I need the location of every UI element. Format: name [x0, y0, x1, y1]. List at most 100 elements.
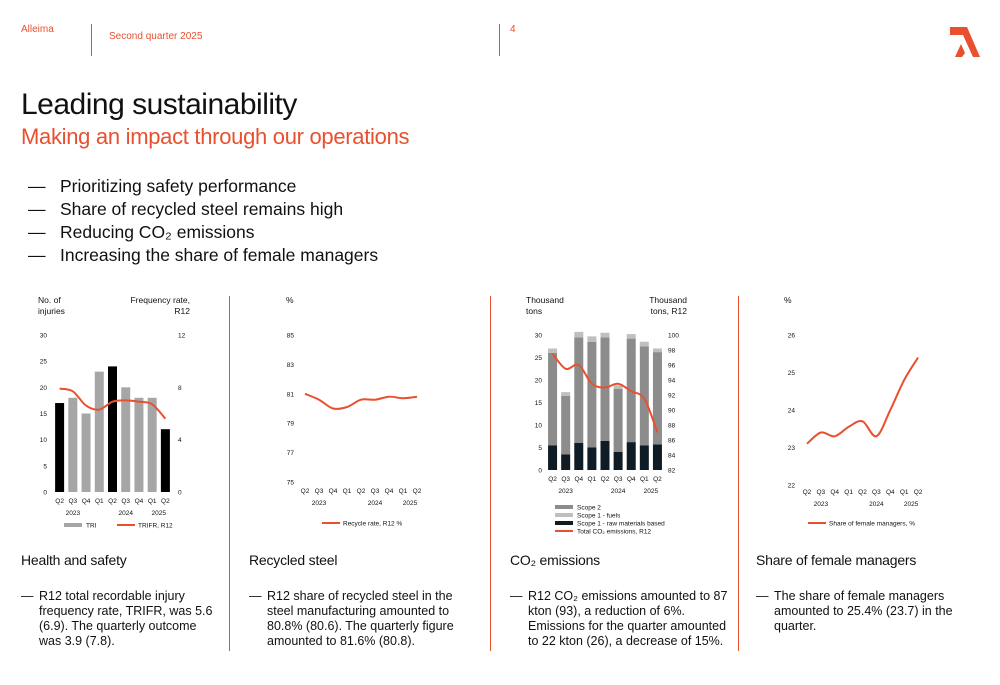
x-year-label: 2023 [558, 488, 573, 495]
x-tick-label: Q2 [55, 498, 64, 505]
y-axis-label: tons [526, 306, 542, 316]
bar-segment [574, 443, 584, 470]
bar [55, 403, 65, 492]
x-tick-label: Q1 [844, 489, 853, 496]
y-tick-label: 8 [178, 385, 182, 392]
x-year-label: 2024 [611, 488, 626, 495]
legend-label: TRIFR, R12 [138, 523, 173, 530]
x-tick-label: Q1 [640, 476, 649, 483]
x-tick-label: Q4 [329, 488, 338, 495]
bar [94, 371, 104, 492]
page-title: Leading sustainability [21, 88, 297, 121]
y-tick-label: 0 [178, 490, 182, 497]
y-tick-label: 20 [535, 378, 543, 385]
bar-segment [600, 440, 610, 470]
x-tick-label: Q3 [121, 498, 130, 505]
bar-segment [548, 348, 558, 353]
panel-divider [738, 296, 739, 651]
x-tick-label: Q2 [413, 488, 422, 495]
x-tick-label: Q1 [95, 498, 104, 505]
series-line [59, 387, 167, 420]
y-tick-label: 84 [668, 453, 676, 460]
series-line [806, 356, 919, 445]
x-year-label: 2025 [644, 488, 659, 495]
section-description: — R12 total recordable injury frequency r… [21, 589, 213, 648]
y-tick-label: 10 [40, 437, 48, 444]
x-tick-label: Q2 [161, 498, 170, 505]
bar-segment [613, 452, 623, 470]
bar-segment [613, 389, 623, 452]
x-tick-label: Q1 [399, 488, 408, 495]
x-tick-label: Q1 [900, 489, 909, 496]
y-axis-label: Thousand [649, 295, 687, 305]
bullet-list: — Prioritizing safety performance — Share … [28, 175, 378, 267]
y-tick-label: 10 [535, 423, 543, 430]
x-year-label: 2023 [312, 500, 327, 507]
x-tick-label: Q3 [315, 488, 324, 495]
x-tick-label: Q4 [385, 488, 394, 495]
y-tick-label: 79 [287, 421, 295, 428]
y-tick-label: 86 [668, 438, 676, 445]
legend-label: Scope 1 - raw materials based [577, 521, 665, 528]
bar [134, 397, 144, 492]
y-tick-label: 85 [287, 333, 295, 340]
y-axis-label: Thousand [526, 295, 564, 305]
x-tick-label: Q2 [301, 488, 310, 495]
x-year-label: 2023 [814, 501, 829, 508]
x-tick-label: Q1 [343, 488, 352, 495]
y-tick-label: 23 [788, 445, 796, 452]
x-tick-label: Q2 [601, 476, 610, 483]
x-year-label: 2024 [118, 510, 133, 517]
y-tick-label: 77 [287, 450, 295, 457]
section-title: Recycled steel [249, 552, 338, 568]
section-title: Health and safety [21, 552, 127, 568]
y-tick-label: 100 [668, 333, 679, 340]
bar-segment [587, 341, 597, 448]
y-tick-label: 96 [668, 363, 676, 370]
legend-label: Recycle rate, R12 % [343, 521, 402, 528]
y-tick-label: 20 [40, 385, 48, 392]
bar-segment [652, 444, 662, 470]
bar [121, 387, 131, 492]
bar-segment [613, 385, 623, 389]
y-tick-label: 90 [668, 408, 676, 415]
y-tick-label: 4 [178, 437, 182, 444]
bullet-item: — Share of recycled steel remains high [28, 199, 344, 219]
section-title: Share of female managers [756, 552, 917, 568]
legend-swatch [555, 521, 573, 525]
y-tick-label: 12 [178, 333, 186, 340]
y-tick-label: 98 [668, 348, 676, 355]
page-subtitle: Making an impact through our operations [21, 124, 410, 149]
x-tick-label: Q2 [108, 498, 117, 505]
brand-name: Alleima [21, 24, 54, 35]
bar-segment [574, 337, 584, 443]
page-number: 4 [510, 24, 516, 35]
alleima-logo-icon [950, 27, 980, 57]
section-description: — R12 CO₂ emissions amounted to 87 kton (… [510, 589, 728, 648]
y-axis-label: injuries [38, 306, 65, 316]
bar-segment [652, 352, 662, 445]
series-line [304, 392, 418, 410]
legend-label: Share of female managers, % [829, 521, 915, 528]
y-axis-label: No. of [38, 295, 61, 305]
x-tick-label: Q1 [148, 498, 157, 505]
series-line [551, 353, 659, 433]
x-tick-label: Q2 [548, 476, 557, 483]
bar [147, 397, 157, 492]
report-period: Second quarter 2025 [109, 31, 203, 42]
y-tick-label: 30 [40, 333, 48, 340]
x-year-label: 2024 [869, 501, 884, 508]
section-description: — R12 share of recycled steel in the stee… [249, 589, 454, 648]
bullet-item: — Increasing the share of female managers [28, 245, 379, 265]
y-tick-label: 0 [538, 468, 542, 475]
x-tick-label: Q2 [357, 488, 366, 495]
header-divider [91, 24, 92, 56]
bullet-item: — Prioritizing safety performance [28, 176, 297, 196]
y-axis-label: % [784, 295, 792, 305]
bar [81, 413, 91, 492]
x-tick-label: Q2 [653, 476, 662, 483]
y-tick-label: 15 [40, 411, 48, 418]
